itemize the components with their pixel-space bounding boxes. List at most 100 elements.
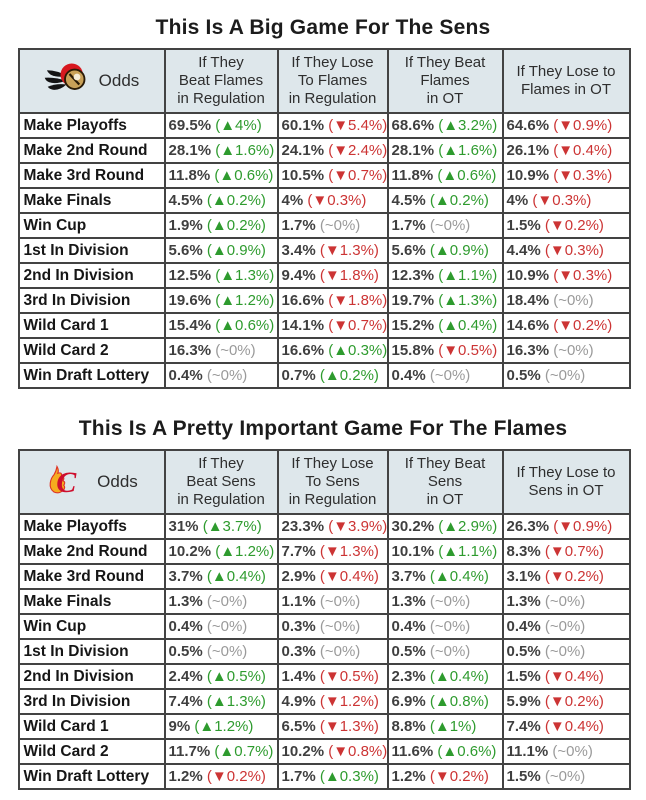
row-label: Win Cup [17,613,166,640]
odds-cell: 1.1% (~0%) [276,588,389,615]
odds-change: (▼0.8%) [324,743,388,760]
odds-cell: 10.9% (▼0.3%) [501,262,631,289]
odds-change: (▼0.5%) [434,342,498,359]
odds-change: (~0%) [315,217,361,234]
odds-cell: 10.1% (▲1.1%) [386,538,504,565]
odds-cell: 19.7% (▲1.3%) [386,287,504,314]
row-label: Make Finals [17,588,166,615]
odds-cell: 0.3% (~0%) [276,613,389,640]
odds-value: 69.5% [168,117,212,134]
sens-table-mount: Odds If They Beat Flames in Regulation If Th… [17,48,631,389]
odds-change: (▲0.4%) [425,568,489,585]
odds-cell: 4% (▼0.3%) [501,187,631,214]
odds-cell: 1.7% (~0%) [386,212,504,239]
odds-cell: 10.2% (▲1.2%) [163,538,279,565]
odds-change: (▼0.7%) [324,317,388,334]
table-row: Wild Card 1 9% (▲1.2%) 6.5% (▼1.3%) 8.8% (▲… [17,713,631,740]
odds-value: 1.5% [506,668,541,685]
odds-value: 0.4% [168,367,203,384]
odds-value: 6.5% [281,718,316,735]
row-label: Wild Card 2 [17,337,166,364]
odds-value: 1.3% [506,593,541,610]
table-row: Wild Card 2 11.7% (▲0.7%) 10.2% (▼0.8%) 11.… [17,738,631,765]
odds-change: (▲1.2%) [211,292,275,309]
corner-inner: C Odds [22,462,162,503]
odds-change: (▲0.4%) [434,317,498,334]
odds-value: 16.3% [168,342,212,359]
column-header-3: If They Beat Sens in OT [386,449,504,515]
odds-change: (~0%) [202,593,248,610]
odds-value: 11.1% [506,743,549,760]
odds-change: (▲0.6%) [433,743,497,760]
odds-change: (▼0.4%) [315,568,379,585]
row-label: Make 2nd Round [17,538,166,565]
row-label: 1st In Division [17,237,166,264]
odds-cell: 6.5% (▼1.3%) [276,713,389,740]
odds-value: 16.6% [281,292,325,309]
odds-value: 1.3% [168,593,203,610]
odds-cell: 11.6% (▲0.6%) [386,738,504,765]
odds-cell: 0.5% (~0%) [501,638,631,665]
odds-change: (▲1.2%) [211,543,275,560]
odds-change: (▲0.2%) [202,217,266,234]
odds-value: 10.5% [281,167,325,184]
odds-value: 16.3% [506,342,550,359]
table-row: Make 3rd Round 11.8% (▲0.6%) 10.5% (▼0.7%)… [17,162,631,189]
odds-change: (▼0.2%) [540,568,604,585]
odds-value: 30.2% [391,518,435,535]
odds-cell: 6.9% (▲0.8%) [386,688,504,715]
sens-table-title: This Is A Big Game For The Sens [155,16,491,39]
odds-change: (▲0.2%) [202,192,266,209]
odds-cell: 16.3% (~0%) [501,337,631,364]
odds-change: (▼1.3%) [315,543,379,560]
column-header-1: If They Beat Sens in Regulation [163,449,279,515]
odds-cell: 0.4% (~0%) [386,362,504,389]
odds-change: (▼0.5%) [315,668,379,685]
odds-cell: 0.4% (~0%) [163,613,279,640]
odds-value: 16.6% [281,342,325,359]
sens-odds-corner-cell: Odds [17,48,166,114]
table-row: Wild Card 1 15.4% (▲0.6%) 14.1% (▼0.7%) 15.… [17,312,631,339]
row-label: Make 2nd Round [17,137,166,164]
flames-table-section: This Is A Pretty Important Game For The … [17,417,631,790]
odds-change: (~0%) [549,342,594,359]
odds-value: 0.5% [168,643,203,660]
odds-cell: 3.7% (▲0.4%) [386,563,504,590]
odds-cell: 1.9% (▲0.2%) [163,212,279,239]
row-label: Make 3rd Round [17,162,166,189]
odds-cell: 0.5% (~0%) [163,638,279,665]
odds-change: (~0%) [202,618,248,635]
odds-value: 7.4% [506,718,541,735]
odds-change: (▲1.6%) [434,142,498,159]
row-label: Wild Card 1 [17,713,166,740]
odds-cell: 12.3% (▲1.1%) [386,262,504,289]
table-row: 2nd In Division 2.4% (▲0.5%) 1.4% (▼0.5%) 2… [17,663,631,690]
odds-cell: 10.9% (▼0.3%) [501,162,631,189]
odds-change: (▲1.3%) [211,267,275,284]
odds-change: (~0%) [540,367,586,384]
odds-change: (▲1.6%) [211,142,275,159]
odds-cell: 14.1% (▼0.7%) [276,312,389,339]
column-header-4: If They Lose to Flames in OT [501,48,631,114]
row-label: Make Playoffs [17,513,166,540]
odds-cell: 7.7% (▼1.3%) [276,538,389,565]
odds-cell: 7.4% (▼0.4%) [501,713,631,740]
odds-change: (~0%) [425,618,471,635]
corner-inner: Odds [22,60,162,102]
flames-table-title: This Is A Pretty Important Game For The … [78,417,568,440]
odds-change: (~0%) [315,618,361,635]
odds-value: 12.5% [168,267,212,284]
odds-value: 3.4% [281,242,316,259]
odds-cell: 1.7% (▲0.3%) [276,763,389,790]
odds-value: 3.7% [391,568,426,585]
odds-cell: 60.1% (▼5.4%) [276,112,389,139]
column-header-1: If They Beat Flames in Regulation [163,48,279,114]
odds-value: 11.8% [391,167,434,184]
odds-change: (▼5.4%) [324,117,388,134]
odds-value: 0.4% [506,618,541,635]
odds-cell: 28.1% (▲1.6%) [386,137,504,164]
odds-cell: 16.6% (▼1.8%) [276,287,389,314]
odds-cell: 3.1% (▼0.2%) [501,563,631,590]
table-row: 1st In Division 0.5% (~0%) 0.3% (~0%) 0.5% … [17,638,631,665]
